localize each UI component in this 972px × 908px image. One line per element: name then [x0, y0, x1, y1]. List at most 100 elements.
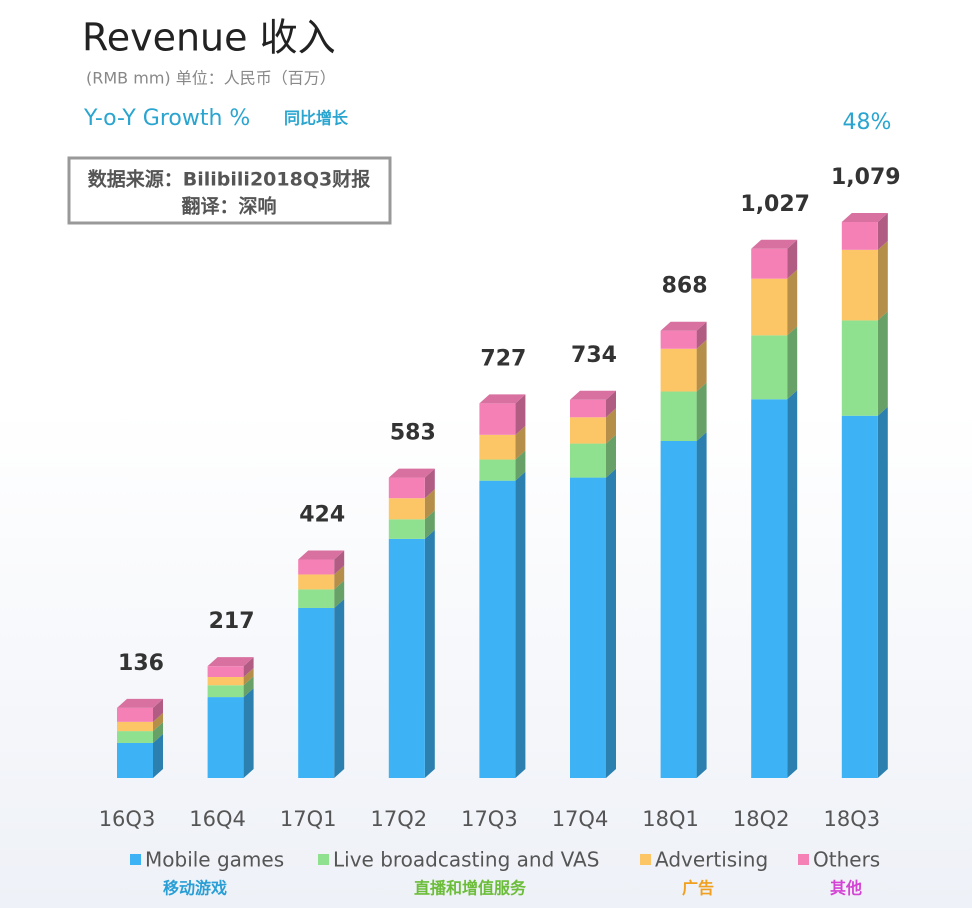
legend-label-cn: 直播和增值服务 [414, 879, 527, 898]
bar-side [696, 339, 707, 392]
legend-label-cn: 其他 [830, 879, 862, 898]
bar-segment [298, 559, 335, 575]
bar-segment [660, 440, 697, 778]
bar-side [153, 712, 163, 732]
bar-side [787, 326, 798, 400]
x-tick-label: 17Q4 [552, 807, 609, 831]
bar-segment [207, 697, 244, 778]
bar-segment [570, 443, 606, 478]
bar-segment [841, 249, 878, 321]
bar-side [153, 698, 163, 722]
bar-side [877, 240, 888, 321]
bar-segment [117, 707, 153, 722]
bar-segment [479, 459, 516, 481]
x-tick-label: 17Q1 [280, 807, 337, 831]
bar-side [424, 468, 435, 499]
bar-segment [660, 348, 697, 392]
bar-segment [841, 415, 878, 778]
bar-segment [570, 417, 606, 444]
bar-segment [388, 477, 425, 499]
bar-side [334, 565, 345, 590]
bar-segment [479, 480, 516, 778]
bar-top [298, 550, 345, 560]
legend-label-cn: 移动游戏 [163, 879, 227, 898]
bar-side [153, 733, 163, 778]
translator: 翻译：深响 [181, 195, 276, 218]
bar-segment [751, 335, 788, 400]
total-label: 727 [480, 346, 526, 371]
legend-label: Mobile games [145, 848, 284, 872]
total-label: 583 [390, 421, 436, 446]
bar-segment [117, 742, 153, 778]
source: 数据来源：Bilibili2018Q3财报 [88, 168, 370, 191]
legend-label: Live broadcasting and VAS [333, 848, 599, 872]
legend-swatch [640, 854, 651, 865]
bar-side [243, 676, 254, 698]
bar-side [877, 213, 888, 250]
bar-segment [117, 731, 153, 743]
legend-label-cn: 广告 [682, 879, 714, 898]
bar-top [660, 321, 707, 331]
subtitle: (RMB mm) 单位：人民币（百万） [86, 69, 336, 88]
bar-segment [570, 477, 606, 778]
x-tick-label: 17Q3 [461, 807, 518, 831]
bar-side [243, 688, 254, 778]
x-tick-label: 16Q3 [99, 807, 156, 831]
bar-top [841, 213, 888, 222]
bar-side [787, 269, 798, 336]
bar-segment [388, 498, 425, 520]
bar-segment [207, 666, 244, 678]
bar-segment [298, 574, 335, 590]
bar-top [479, 394, 526, 404]
bar-segment [479, 403, 516, 435]
bar-top [388, 468, 435, 478]
bar-side [334, 550, 345, 575]
bar-side [877, 311, 888, 416]
bar-top [751, 239, 798, 249]
bar-side [877, 406, 888, 778]
bar-segment [570, 399, 606, 418]
bar-side [243, 668, 254, 686]
bar-side [515, 425, 526, 460]
bar-segment [298, 589, 335, 608]
bar-segment [207, 677, 244, 686]
x-tick-label: 17Q2 [370, 807, 427, 831]
x-tick-label: 18Q1 [642, 807, 699, 831]
total-label: 217 [209, 609, 255, 634]
total-label: 868 [662, 274, 708, 299]
bar-side [424, 510, 435, 539]
bar-side [515, 471, 526, 778]
bar-top [207, 657, 254, 667]
legend-swatch [318, 854, 329, 865]
bar-segment [388, 519, 425, 539]
bar-side [606, 390, 616, 418]
bar-side [424, 529, 435, 778]
bar-side [787, 390, 798, 778]
legend-label: Others [813, 848, 880, 872]
bar-side [696, 321, 707, 349]
bar-top [117, 698, 163, 708]
bar-segment [117, 721, 153, 732]
bar-segment [751, 278, 788, 336]
source-box [67, 156, 392, 225]
bar-top [570, 390, 616, 400]
legend-swatch [798, 854, 809, 865]
bar-side [515, 450, 526, 481]
bar-segment [841, 320, 878, 416]
bar-side [515, 394, 526, 435]
bar-side [334, 598, 345, 778]
total-label: 1,079 [831, 165, 901, 190]
chart-title: Revenue 收入 [82, 16, 336, 60]
bar-segment [751, 399, 788, 778]
x-tick-label: 18Q2 [733, 807, 790, 831]
bar-segment [660, 330, 697, 349]
bar-side [606, 434, 616, 478]
bar-segment [660, 391, 697, 441]
bar-side [696, 382, 707, 441]
bar-segment [841, 222, 878, 250]
bar-side [243, 657, 254, 678]
total-label: 136 [118, 651, 164, 676]
x-tick-label: 18Q3 [823, 807, 880, 831]
